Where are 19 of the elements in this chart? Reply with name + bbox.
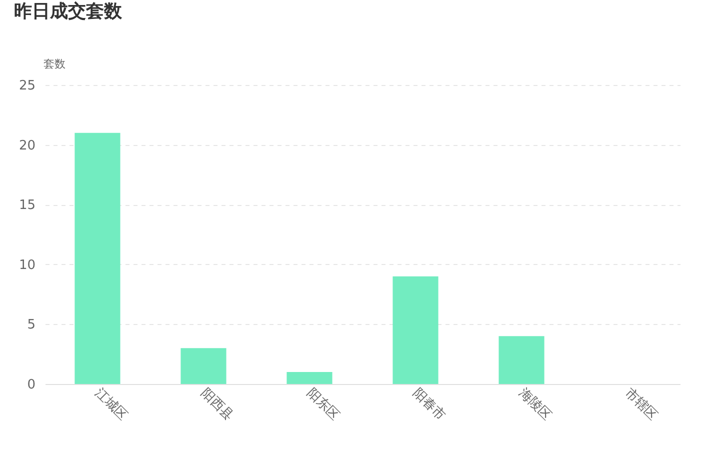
y-tick-label: 0 <box>27 378 36 392</box>
y-axis-title: 套数 <box>44 58 66 70</box>
x-tick-label: 阳东区 <box>304 386 342 424</box>
x-tick-label: 阳春市 <box>410 386 448 424</box>
bar <box>392 276 438 384</box>
y-tick-label: 25 <box>18 78 36 94</box>
x-tick-label: 阳西县 <box>198 386 236 424</box>
x-tick-label: 海陵区 <box>516 386 554 424</box>
bar <box>498 336 544 384</box>
y-tick-label: 5 <box>27 318 36 333</box>
y-tick-label: 15 <box>18 198 36 214</box>
y-tick-label: 10 <box>18 258 36 273</box>
bar <box>180 348 226 384</box>
bar <box>286 372 332 384</box>
chart-title: 昨日成交套数 <box>14 1 123 22</box>
x-tick-label: 江城区 <box>92 386 130 424</box>
bar <box>74 132 120 384</box>
y-tick-label: 20 <box>18 138 36 154</box>
x-tick-label: 市辖区 <box>622 386 660 424</box>
